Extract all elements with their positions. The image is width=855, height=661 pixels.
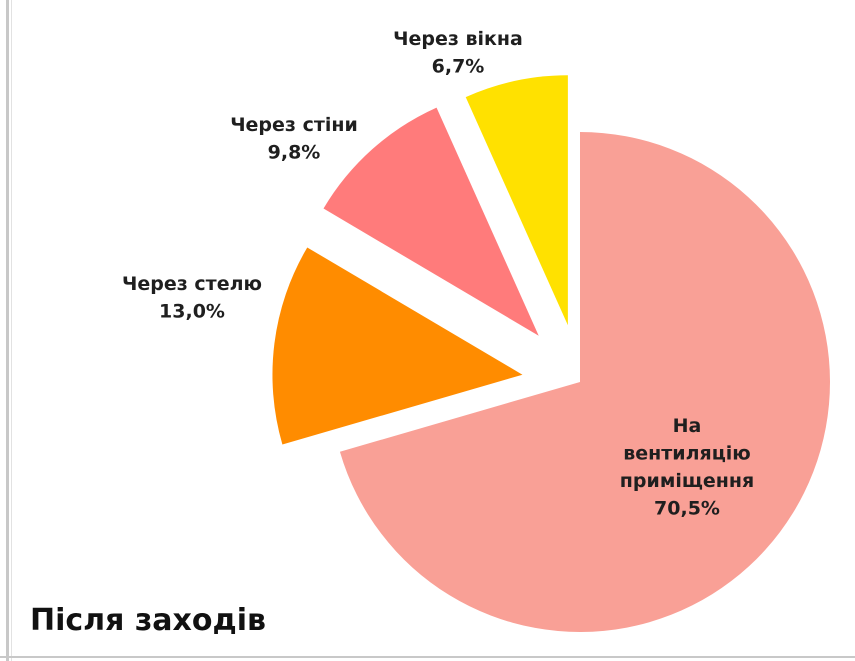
slice-label-line: Через стіни — [230, 114, 358, 136]
slice-label-line: приміщення — [620, 470, 754, 492]
pie-slice-walls — [323, 107, 539, 336]
slice-label-line: Через стелю — [122, 273, 262, 295]
frame-bottom-border — [0, 656, 855, 658]
slice-label-ventilation: На вентиляцію приміщення 70,5% — [620, 415, 754, 520]
slice-value-ceiling: 13,0% — [159, 301, 225, 323]
slice-value-windows: 6,7% — [432, 56, 485, 78]
pie-slices — [272, 75, 831, 633]
chart-caption: Після заходів — [30, 603, 266, 638]
slice-label-line: вентиляцію — [623, 443, 751, 465]
slice-label-line: На — [673, 415, 702, 437]
frame-left-inner-border — [11, 0, 12, 661]
pie-slice-windows — [465, 75, 568, 326]
slice-value-walls: 9,8% — [268, 142, 321, 164]
slice-value-ventilation: 70,5% — [654, 498, 720, 520]
slice-label-line: Через вікна — [393, 28, 523, 50]
frame-left-border — [6, 0, 9, 661]
slice-label-walls: Через стіни 9,8% — [230, 114, 358, 164]
slice-label-ceiling: Через стелю 13,0% — [122, 273, 262, 323]
pie-slice-ventilation — [339, 132, 831, 633]
pie-labels: На вентиляцію приміщення 70,5% Через стелю 13… — [122, 28, 754, 520]
pie-slice-ceiling — [272, 247, 523, 445]
slice-label-windows: Через вікна 6,7% — [393, 28, 523, 78]
